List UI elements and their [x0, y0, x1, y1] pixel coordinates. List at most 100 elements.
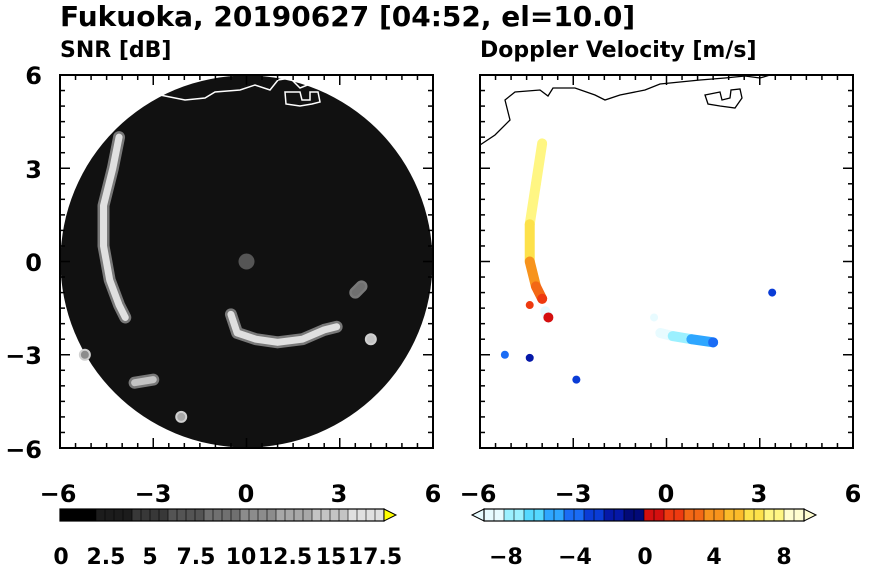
- snr-y-tick: −3: [5, 342, 42, 370]
- colorbar-segment: [643, 508, 655, 522]
- colorbar-segment: [293, 508, 304, 522]
- snr-x-tick: 6: [425, 480, 442, 508]
- snr-x-tick: −3: [135, 480, 172, 508]
- snr-y-tick: 3: [25, 156, 42, 184]
- colorbar-segment: [653, 508, 665, 522]
- snr-colorbar-labels: 0 2.5 5 7.5 10 12.5 15 17.5: [53, 545, 402, 570]
- colorbar-segment: [603, 508, 615, 522]
- doppler-echo-cell: [543, 312, 554, 323]
- colorbar-segment: [573, 508, 585, 522]
- doppler-echo-cell: [572, 375, 581, 384]
- colorbar-segment: [194, 508, 205, 522]
- colorbar-segment: [212, 508, 223, 522]
- doppler-plot-area: [480, 75, 853, 448]
- doppler-x-tick: 3: [751, 480, 768, 508]
- colorbar-frame: [483, 508, 805, 522]
- colorbar-segment: [176, 508, 187, 522]
- snr-echo-band: [227, 310, 341, 346]
- colorbar-segment: [743, 508, 755, 522]
- doppler-x-tick: 0: [658, 480, 675, 508]
- snr-y-tick: −6: [5, 436, 42, 464]
- doppler-colorbar-label: 0: [637, 545, 652, 570]
- colorbar-segment: [593, 508, 605, 522]
- doppler-colorbar: [470, 508, 818, 522]
- doppler-panel: Doppler Velocity [m/s] −6 −3 0 3 6: [460, 38, 862, 508]
- colorbar-segment: [733, 508, 745, 522]
- snr-x-tick: −6: [40, 480, 77, 508]
- colorbar-segment: [633, 508, 645, 522]
- colorbar-segment: [753, 508, 765, 522]
- snr-echo-band: [351, 282, 366, 297]
- doppler-echo-cell: [525, 301, 534, 310]
- colorbar-segment: [365, 508, 376, 522]
- colorbar-segment: [221, 508, 232, 522]
- doppler-colorbar-label: 8: [776, 545, 791, 570]
- doppler-colorbar-labels: −8 −4 0 4 8: [489, 545, 792, 570]
- doppler-echo-cell: [500, 350, 509, 359]
- colorbar-segment: [95, 508, 106, 522]
- snr-island-outline: [284, 91, 321, 107]
- colorbar-segment: [230, 508, 241, 522]
- colorbar-segment: [140, 508, 151, 522]
- colorbar-segment: [338, 508, 349, 522]
- colorbar-segment: [275, 508, 286, 522]
- colorbar-segment: [683, 508, 695, 522]
- doppler-axis-ticks: [479, 74, 854, 449]
- colorbar-segment: [483, 508, 495, 522]
- snr-echo-band: [131, 376, 157, 387]
- doppler-echo-cell: [708, 337, 719, 348]
- snr-echo-band: [100, 133, 129, 321]
- colorbar-segment: [239, 508, 250, 522]
- snr-y-tick: 6: [25, 62, 42, 90]
- colorbar-segment: [563, 508, 575, 522]
- snr-axis-ticks: [59, 74, 434, 449]
- radar-site-marker: [238, 253, 255, 270]
- colorbar-segment: [583, 508, 595, 522]
- colorbar-segment: [113, 508, 124, 522]
- snr-echo-cell: [364, 333, 377, 346]
- colorbar-segment: [104, 508, 115, 522]
- colorbar-segment: [713, 508, 725, 522]
- colorbar-segment: [158, 508, 169, 522]
- colorbar-segment: [68, 508, 79, 522]
- colorbar-segment: [329, 508, 340, 522]
- colorbar-segment: [613, 508, 625, 522]
- doppler-echo-segment: [530, 138, 548, 189]
- colorbar-segment: [167, 508, 178, 522]
- colorbar-extend-high: [383, 508, 398, 522]
- colorbar-segment: [320, 508, 331, 522]
- doppler-island-outline: [704, 88, 743, 109]
- colorbar-segment: [257, 508, 268, 522]
- snr-echo-cell: [175, 410, 188, 423]
- snr-colorbar-label: 7.5: [177, 545, 216, 570]
- colorbar-segment: [533, 508, 545, 522]
- colorbar-segment: [266, 508, 277, 522]
- colorbar-segment: [523, 508, 535, 522]
- snr-x-tick: 3: [331, 480, 348, 508]
- colorbar-segment: [723, 508, 735, 522]
- snr-coastline: [159, 75, 360, 101]
- colorbar-segment: [122, 508, 133, 522]
- figure-title: Fukuoka, 20190627 [04:52, el=10.0]: [60, 0, 635, 33]
- colorbar-segment: [513, 508, 525, 522]
- colorbar-segment: [86, 508, 97, 522]
- doppler-colorbar-label: −8: [489, 545, 523, 570]
- snr-colorbar-label: 15: [316, 545, 347, 570]
- snr-colorbar: [59, 508, 398, 522]
- colorbar-segment: [77, 508, 88, 522]
- snr-echo-cell: [78, 348, 91, 361]
- snr-colorbar-label: 0: [53, 545, 68, 570]
- colorbar-segment: [347, 508, 358, 522]
- snr-panel-title: SNR [dB]: [60, 38, 171, 63]
- colorbar-segment: [543, 508, 555, 522]
- colorbar-segment: [185, 508, 196, 522]
- snr-panel: SNR [dB] −6 −3 0 3 6 6 3 0 −3 −6: [5, 38, 441, 508]
- colorbar-segment: [793, 508, 805, 522]
- snr-echoes: [78, 131, 377, 423]
- colorbar-segment: [773, 508, 785, 522]
- colorbar-segment: [493, 508, 505, 522]
- colorbar-segment: [302, 508, 313, 522]
- doppler-echo-segment: [524, 178, 541, 230]
- doppler-echo-cell: [650, 313, 659, 322]
- colorbar-segment: [783, 508, 795, 522]
